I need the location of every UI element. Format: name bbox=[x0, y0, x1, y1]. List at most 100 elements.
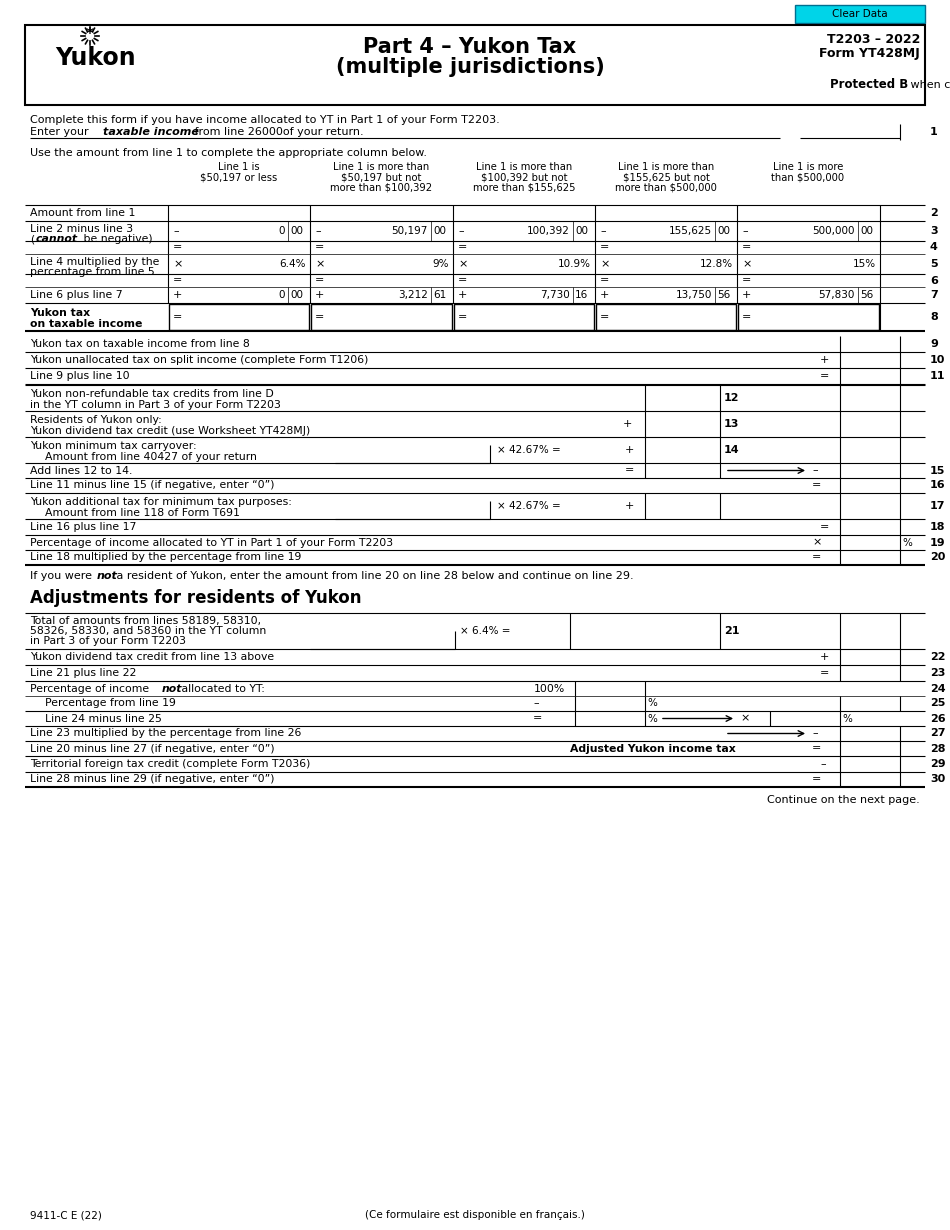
Text: +: + bbox=[625, 445, 635, 455]
Text: Residents of Yukon only:: Residents of Yukon only: bbox=[30, 415, 162, 426]
Text: percentage from line 5: percentage from line 5 bbox=[30, 267, 155, 277]
Text: Yukon unallocated tax on split income (complete Form T1206): Yukon unallocated tax on split income (c… bbox=[30, 355, 369, 365]
Text: –: – bbox=[742, 226, 748, 236]
Text: +: + bbox=[315, 290, 324, 300]
Text: 1: 1 bbox=[930, 127, 938, 137]
Text: Adjustments for residents of Yukon: Adjustments for residents of Yukon bbox=[30, 589, 362, 606]
Text: 0: 0 bbox=[278, 290, 285, 300]
Text: +: + bbox=[820, 355, 829, 365]
Text: Line 6 plus line 7: Line 6 plus line 7 bbox=[30, 290, 123, 300]
Text: +: + bbox=[742, 290, 751, 300]
Text: 9: 9 bbox=[930, 339, 938, 349]
Text: 15%: 15% bbox=[853, 260, 876, 269]
Text: 56: 56 bbox=[860, 290, 873, 300]
Text: 500,000: 500,000 bbox=[812, 226, 855, 236]
Text: (Ce formulaire est disponible en français.): (Ce formulaire est disponible en françai… bbox=[365, 1210, 585, 1220]
Text: 26: 26 bbox=[930, 713, 945, 723]
Bar bbox=[25, 25, 925, 105]
Text: 8: 8 bbox=[930, 312, 938, 322]
Text: 16: 16 bbox=[575, 290, 588, 300]
Text: a resident of Yukon, enter the amount from line 20 on line 28 below and continue: a resident of Yukon, enter the amount fr… bbox=[113, 571, 634, 581]
Text: =: = bbox=[458, 312, 467, 322]
Text: on taxable income: on taxable income bbox=[30, 319, 142, 328]
Text: not: not bbox=[162, 684, 182, 694]
Text: (: ( bbox=[30, 234, 34, 244]
Text: ×: × bbox=[600, 260, 609, 269]
Text: 0: 0 bbox=[278, 226, 285, 236]
Text: =: = bbox=[600, 242, 609, 252]
Text: 20: 20 bbox=[930, 552, 945, 562]
Text: taxable income: taxable income bbox=[103, 127, 199, 137]
Text: =: = bbox=[600, 276, 609, 285]
Text: =: = bbox=[173, 276, 182, 285]
Text: allocated to YT:: allocated to YT: bbox=[178, 684, 265, 694]
Text: 27: 27 bbox=[930, 728, 945, 738]
Text: –: – bbox=[315, 226, 320, 236]
Text: –: – bbox=[173, 226, 179, 236]
Text: Line 16 plus line 17: Line 16 plus line 17 bbox=[30, 522, 137, 533]
Text: more than $100,392: more than $100,392 bbox=[330, 182, 432, 192]
Text: –: – bbox=[812, 465, 818, 476]
Text: –: – bbox=[820, 759, 826, 769]
Text: $100,392 but not: $100,392 but not bbox=[481, 172, 567, 182]
Text: –: – bbox=[600, 226, 606, 236]
Text: 15: 15 bbox=[930, 465, 945, 476]
Text: =: = bbox=[812, 775, 822, 785]
Text: Form YT428MJ: Form YT428MJ bbox=[819, 47, 920, 60]
Text: ×: × bbox=[458, 260, 467, 269]
Text: Line 1 is more than: Line 1 is more than bbox=[476, 162, 572, 172]
Text: × 42.67% =: × 42.67% = bbox=[497, 501, 560, 510]
Text: Yukon: Yukon bbox=[55, 46, 136, 70]
Text: 10.9%: 10.9% bbox=[558, 260, 591, 269]
Text: %: % bbox=[647, 699, 656, 708]
Text: 16: 16 bbox=[930, 481, 945, 491]
Text: =: = bbox=[315, 312, 324, 322]
Bar bbox=[596, 304, 736, 330]
Text: $155,625 but not: $155,625 but not bbox=[622, 172, 710, 182]
Text: 10: 10 bbox=[930, 355, 945, 365]
Text: 00: 00 bbox=[575, 226, 588, 236]
Text: Amount from line 40427 of your return: Amount from line 40427 of your return bbox=[45, 451, 256, 462]
Text: =: = bbox=[820, 668, 829, 678]
Text: Line 23 multiplied by the percentage from line 26: Line 23 multiplied by the percentage fro… bbox=[30, 728, 301, 738]
Text: Continue on the next page.: Continue on the next page. bbox=[768, 795, 920, 804]
Text: =: = bbox=[173, 312, 182, 322]
Text: Line 24 minus line 25: Line 24 minus line 25 bbox=[45, 713, 162, 723]
Text: 3,212: 3,212 bbox=[398, 290, 428, 300]
Text: 00: 00 bbox=[290, 226, 303, 236]
Text: 9411-C E (22): 9411-C E (22) bbox=[30, 1210, 102, 1220]
Text: be negative): be negative) bbox=[80, 234, 153, 244]
Text: 56: 56 bbox=[717, 290, 731, 300]
Text: 24: 24 bbox=[930, 684, 945, 694]
Bar bbox=[738, 304, 879, 330]
Text: T2203 – 2022: T2203 – 2022 bbox=[826, 33, 920, 46]
Text: 28: 28 bbox=[930, 743, 945, 754]
Text: 61: 61 bbox=[433, 290, 446, 300]
Text: 57,830: 57,830 bbox=[819, 290, 855, 300]
Text: 7,730: 7,730 bbox=[541, 290, 570, 300]
Bar bbox=[795, 5, 925, 23]
Text: 19: 19 bbox=[930, 538, 945, 547]
Text: =: = bbox=[820, 522, 829, 533]
Text: Total of amounts from lines 58189, 58310,: Total of amounts from lines 58189, 58310… bbox=[30, 616, 261, 626]
Text: Line 2 minus line 3: Line 2 minus line 3 bbox=[30, 224, 133, 234]
Text: ×: × bbox=[315, 260, 324, 269]
Text: Percentage from line 19: Percentage from line 19 bbox=[45, 699, 176, 708]
Text: ×: × bbox=[740, 713, 750, 723]
Text: $50,197 or less: $50,197 or less bbox=[200, 172, 277, 182]
Text: =: = bbox=[742, 276, 751, 285]
Text: 21: 21 bbox=[724, 626, 739, 636]
Text: +: + bbox=[173, 290, 182, 300]
Text: Line 1 is more than: Line 1 is more than bbox=[332, 162, 429, 172]
Text: Adjusted Yukon income tax: Adjusted Yukon income tax bbox=[570, 743, 735, 754]
Text: Line 28 minus line 29 (if negative, enter “0”): Line 28 minus line 29 (if negative, ente… bbox=[30, 775, 275, 785]
Text: *: * bbox=[86, 27, 94, 43]
Text: –: – bbox=[533, 699, 539, 708]
Text: Enter your: Enter your bbox=[30, 127, 92, 137]
Text: Amount from line 1: Amount from line 1 bbox=[30, 208, 135, 218]
Text: =: = bbox=[173, 242, 182, 252]
Text: Complete this form if you have income allocated to YT in Part 1 of your Form T22: Complete this form if you have income al… bbox=[30, 114, 500, 125]
Text: %: % bbox=[842, 713, 852, 723]
Text: Yukon additional tax for minimum tax purposes:: Yukon additional tax for minimum tax pur… bbox=[30, 497, 292, 507]
Text: Line 9 plus line 10: Line 9 plus line 10 bbox=[30, 371, 129, 381]
